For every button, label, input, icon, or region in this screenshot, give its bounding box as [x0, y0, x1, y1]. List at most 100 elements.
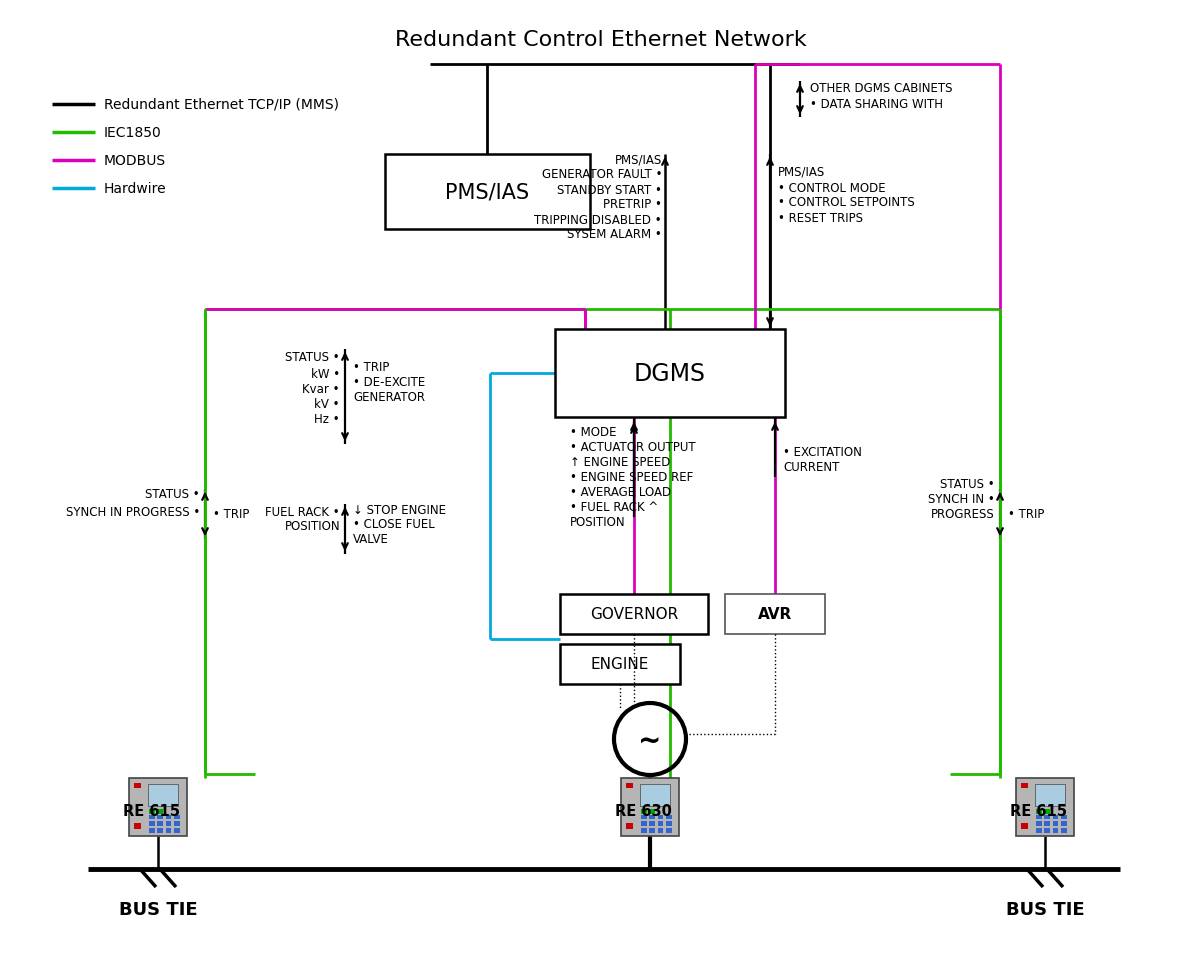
Bar: [148, 784, 178, 806]
Text: PROGRESS: PROGRESS: [931, 508, 995, 521]
Bar: [666, 821, 671, 826]
Text: STANDBY START •: STANDBY START •: [557, 183, 662, 196]
Text: • FUEL RACK ^: • FUEL RACK ^: [570, 501, 658, 514]
Text: CURRENT: CURRENT: [783, 461, 840, 474]
Text: DGMS: DGMS: [634, 361, 706, 386]
Text: PRETRIP •: PRETRIP •: [603, 198, 662, 212]
Bar: [158, 815, 162, 820]
Bar: [1061, 821, 1067, 826]
Text: GENERATOR: GENERATOR: [352, 391, 425, 404]
Bar: [1044, 821, 1050, 826]
Bar: [1044, 809, 1050, 814]
Bar: [134, 823, 141, 829]
Text: • ACTUATOR OUTPUT: • ACTUATOR OUTPUT: [570, 441, 695, 454]
Text: POSITION: POSITION: [570, 516, 626, 529]
Bar: [129, 779, 186, 836]
Text: POSITION: POSITION: [284, 520, 340, 533]
Bar: [166, 828, 171, 833]
Text: STATUS •: STATUS •: [146, 488, 200, 501]
Text: • RESET TRIPS: • RESET TRIPS: [778, 212, 863, 224]
Bar: [1036, 828, 1042, 833]
Bar: [149, 815, 154, 820]
Bar: [641, 809, 646, 814]
Text: BUS TIE: BUS TIE: [119, 900, 197, 918]
Bar: [1053, 821, 1059, 826]
Bar: [626, 782, 633, 789]
Bar: [134, 782, 141, 789]
Bar: [1020, 823, 1029, 829]
Text: PMS/IAS: PMS/IAS: [445, 182, 529, 202]
Text: VALVE: VALVE: [352, 533, 389, 546]
Bar: [561, 644, 680, 684]
Text: OTHER DGMS CABINETS: OTHER DGMS CABINETS: [810, 81, 953, 94]
Text: FUEL RACK •: FUEL RACK •: [266, 506, 340, 519]
Bar: [650, 828, 654, 833]
Bar: [1061, 815, 1067, 820]
Text: kW •: kW •: [310, 368, 340, 381]
Bar: [158, 821, 162, 826]
Text: • TRIP: • TRIP: [213, 508, 249, 521]
Text: STATUS •: STATUS •: [941, 478, 995, 491]
Bar: [666, 815, 671, 820]
Bar: [648, 809, 654, 814]
Bar: [641, 815, 646, 820]
Bar: [385, 154, 589, 230]
Text: RE 630: RE 630: [615, 803, 671, 818]
Bar: [555, 330, 786, 417]
Text: • AVERAGE LOAD: • AVERAGE LOAD: [570, 486, 671, 499]
Bar: [149, 828, 154, 833]
Bar: [658, 821, 663, 826]
Bar: [1053, 815, 1059, 820]
Text: Redundant Ethernet TCP/IP (MMS): Redundant Ethernet TCP/IP (MMS): [103, 98, 339, 112]
Text: • DATA SHARING WITH: • DATA SHARING WITH: [810, 97, 943, 111]
Text: SYNCH IN PROGRESS •: SYNCH IN PROGRESS •: [66, 505, 200, 518]
Text: SYSEM ALARM •: SYSEM ALARM •: [568, 229, 662, 241]
Bar: [621, 779, 678, 836]
Bar: [166, 815, 171, 820]
Bar: [1044, 815, 1050, 820]
Text: STATUS •: STATUS •: [285, 351, 340, 364]
Text: ↑ ENGINE SPEED: ↑ ENGINE SPEED: [570, 456, 670, 469]
Text: RE 615: RE 615: [1009, 803, 1067, 818]
Text: • CONTROL SETPOINTS: • CONTROL SETPOINTS: [778, 196, 914, 210]
Text: TRIPPING DISABLED •: TRIPPING DISABLED •: [534, 213, 662, 226]
Bar: [174, 815, 179, 820]
Text: Kvar •: Kvar •: [302, 383, 340, 396]
Bar: [1035, 784, 1066, 806]
Bar: [725, 595, 825, 635]
Bar: [1036, 821, 1042, 826]
Text: AVR: AVR: [758, 607, 792, 622]
Bar: [1053, 828, 1059, 833]
Bar: [1017, 779, 1074, 836]
Text: • CLOSE FUEL: • CLOSE FUEL: [352, 518, 434, 531]
Text: SYNCH IN •: SYNCH IN •: [929, 493, 995, 506]
Text: PMS/IAS: PMS/IAS: [615, 153, 662, 167]
Text: ENGINE: ENGINE: [591, 657, 650, 672]
Text: • CONTROL MODE: • CONTROL MODE: [778, 181, 885, 194]
Text: kV •: kV •: [314, 398, 340, 411]
Text: Redundant Control Ethernet Network: Redundant Control Ethernet Network: [395, 30, 807, 50]
Text: • ENGINE SPEED REF: • ENGINE SPEED REF: [570, 471, 693, 484]
Text: GENERATOR FAULT •: GENERATOR FAULT •: [541, 169, 662, 181]
Bar: [1036, 809, 1042, 814]
Bar: [174, 828, 179, 833]
Text: GOVERNOR: GOVERNOR: [589, 607, 678, 622]
Text: RE 615: RE 615: [123, 803, 179, 818]
Bar: [1061, 828, 1067, 833]
Text: ↓ STOP ENGINE: ↓ STOP ENGINE: [352, 503, 446, 516]
Bar: [158, 828, 162, 833]
Bar: [561, 595, 709, 635]
Bar: [1044, 828, 1050, 833]
Bar: [1020, 782, 1029, 789]
Bar: [156, 809, 162, 814]
Text: • MODE: • MODE: [570, 426, 616, 439]
Bar: [658, 815, 663, 820]
Text: MODBUS: MODBUS: [103, 153, 166, 168]
Text: BUS TIE: BUS TIE: [1006, 900, 1084, 918]
Text: Hardwire: Hardwire: [103, 182, 167, 195]
Text: • TRIP: • TRIP: [352, 361, 390, 375]
Text: • TRIP: • TRIP: [1008, 508, 1044, 521]
Text: • DE-EXCITE: • DE-EXCITE: [352, 376, 425, 389]
Bar: [1036, 815, 1042, 820]
Bar: [626, 823, 633, 829]
